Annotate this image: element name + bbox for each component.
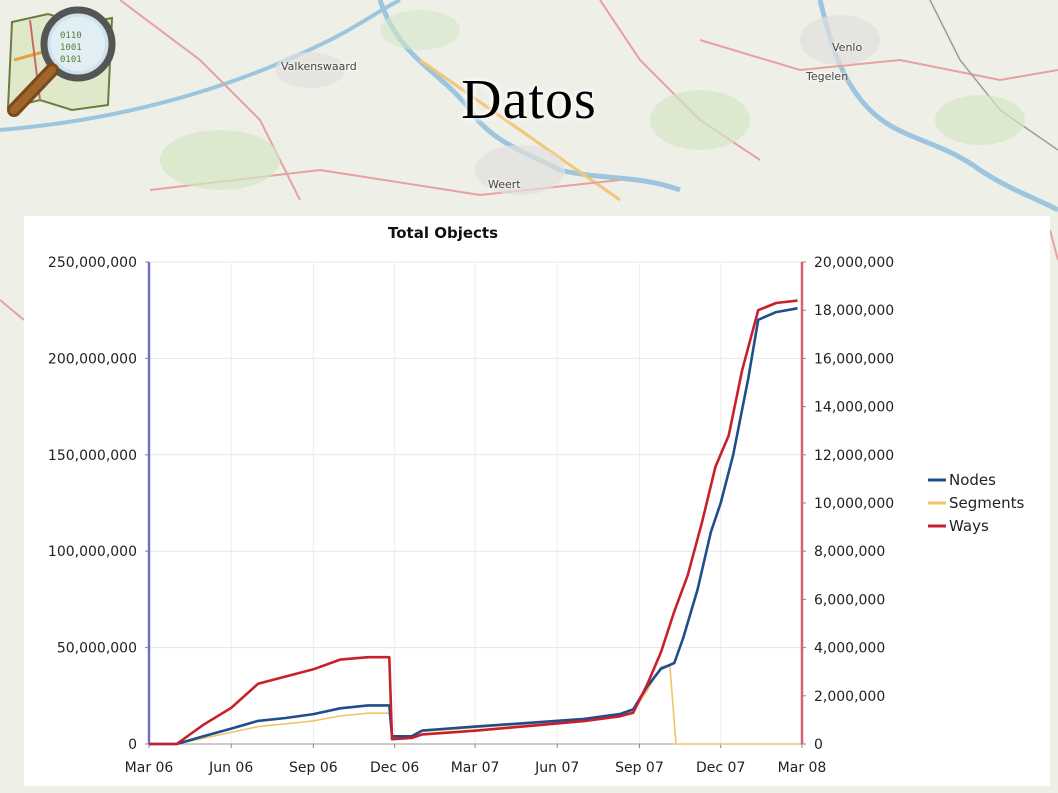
grid — [148, 261, 803, 745]
openstreetmap-logo: 0110 1001 0101 — [6, 6, 116, 117]
map-label-valkenswaard: Valkenswaard — [281, 60, 357, 73]
map-label-weert: Weert — [488, 178, 521, 191]
legend-label-ways: Ways — [949, 517, 989, 535]
svg-text:1001: 1001 — [60, 43, 82, 53]
right-tick-label: 8,000,000 — [814, 544, 885, 560]
right-tick-label: 12,000,000 — [814, 448, 894, 464]
x-axis: Mar 06 Jun 06 Sep 06 Dec 06 Mar 07 Jun 07 Sep … — [125, 743, 827, 776]
left-tick-label: 50,000,000 — [57, 641, 137, 657]
x-tick-label: Sep 06 — [289, 760, 338, 776]
x-tick-label: Sep 07 — [615, 760, 664, 776]
svg-text:0101: 0101 — [60, 55, 82, 65]
map-label-tegelen: Tegelen — [806, 70, 849, 83]
slide-title: Datos — [461, 69, 597, 131]
right-tick-label: 4,000,000 — [814, 641, 885, 657]
left-y-axis: 0 50,000,000 100,000,000 150,000,000 200,000… — [48, 255, 151, 753]
right-tick-label: 2,000,000 — [814, 689, 885, 705]
series-line-segments — [149, 664, 798, 745]
right-tick-label: 20,000,000 — [814, 255, 894, 271]
right-tick-label: 6,000,000 — [814, 592, 885, 608]
svg-text:0110: 0110 — [60, 31, 82, 41]
left-tick-label: 250,000,000 — [48, 255, 137, 271]
right-tick-label: 14,000,000 — [814, 400, 894, 416]
x-tick-label: Dec 06 — [370, 760, 419, 776]
x-tick-label: Jun 06 — [208, 760, 253, 776]
left-tick-label: 100,000,000 — [48, 544, 137, 560]
total-objects-chart: Total Objects 0 50,000,000 100,000,000 150,… — [48, 224, 1025, 776]
series-line-nodes — [149, 307, 798, 746]
right-tick-label: 16,000,000 — [814, 351, 894, 367]
legend: Nodes Segments Ways — [928, 471, 1025, 535]
left-tick-label: 150,000,000 — [48, 448, 137, 464]
x-tick-label: Mar 07 — [451, 760, 500, 776]
series-line-ways — [149, 299, 798, 746]
map-label-venlo: Venlo — [832, 41, 863, 54]
x-tick-label: Mar 06 — [125, 760, 174, 776]
right-tick-label: 10,000,000 — [814, 496, 894, 512]
right-y-axis: 0 2,000,000 4,000,000 6,000,000 8,000,000 10,… — [800, 255, 894, 753]
x-tick-label: Mar 08 — [778, 760, 827, 776]
x-tick-label: Dec 07 — [696, 760, 745, 776]
right-tick-label: 0 — [814, 737, 823, 753]
series-lines — [149, 299, 798, 746]
legend-label-nodes: Nodes — [949, 471, 996, 489]
left-tick-label: 200,000,000 — [48, 351, 137, 367]
chart-title: Total Objects — [388, 224, 498, 242]
right-tick-label: 18,000,000 — [814, 303, 894, 319]
left-tick-label: 0 — [128, 737, 137, 753]
chart-panel: Total Objects 0 50,000,000 100,000,000 150,… — [24, 216, 1050, 786]
legend-label-segments: Segments — [949, 494, 1025, 512]
x-tick-label: Jun 07 — [534, 760, 579, 776]
